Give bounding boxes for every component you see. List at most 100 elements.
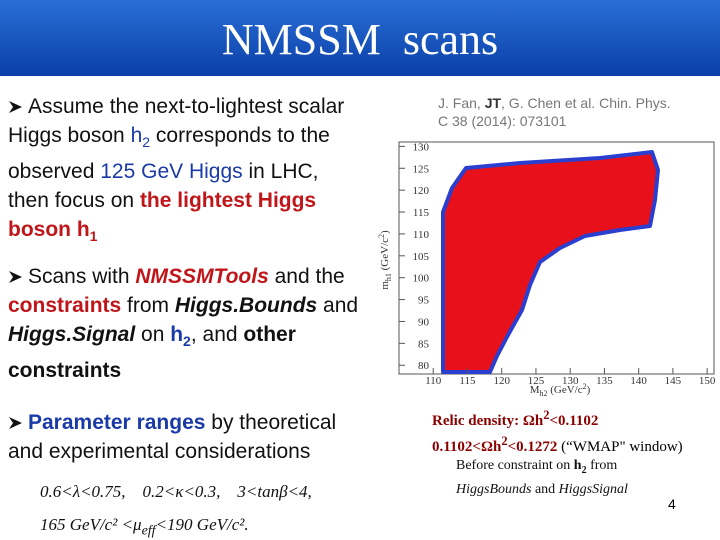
x-tick-label: 115 xyxy=(459,375,476,387)
text: , and xyxy=(190,323,244,346)
text: HiggsSignal xyxy=(558,481,628,497)
text: 0.1102<Ωh xyxy=(432,439,502,455)
text: <0.1272 xyxy=(507,439,558,455)
citation: J. Fan, JT, G. Chen et al. Chin. Phys. C … xyxy=(438,94,671,130)
text: Ωh xyxy=(522,413,544,429)
y-tick-label: 85 xyxy=(418,338,430,350)
text: boson h xyxy=(8,218,90,242)
text: Higgs boson xyxy=(8,124,131,147)
text: 0.6<λ<0.75, 0.2<κ<0.3, 3<tanβ<4, xyxy=(40,482,312,501)
x-tick-label: 120 xyxy=(493,375,510,387)
text: h1 xyxy=(384,273,393,281)
text: the lightest Higgs xyxy=(139,189,317,213)
text: on xyxy=(135,323,171,346)
text: Higgs.Signal xyxy=(8,323,136,346)
text: Before constraint on xyxy=(456,458,574,473)
text: 2 xyxy=(543,408,550,422)
text: Relic density: xyxy=(432,413,523,429)
text: Scans with xyxy=(28,265,136,288)
text: observed xyxy=(8,160,101,184)
title-bar xyxy=(0,0,720,76)
y-tick-label: 100 xyxy=(413,273,430,285)
text: corresponds to the xyxy=(150,124,330,147)
bullet-arrow xyxy=(9,271,22,283)
text: (GeV/c xyxy=(379,238,391,273)
text: HiggsBounds xyxy=(456,481,532,497)
y-axis-label: mh1 (GeV/c2) xyxy=(377,230,393,290)
text: h xyxy=(130,124,143,147)
caption: Before constraint on h2 from HiggsBounds … xyxy=(456,456,628,499)
text: then focus on xyxy=(8,189,140,213)
text: 2 xyxy=(581,464,587,476)
text: NMSSMTools xyxy=(135,265,269,288)
text: constraints xyxy=(8,294,122,317)
relic-density: Relic density: Ωh2<0.1102 0.1102<Ωh2<0.12… xyxy=(432,405,683,457)
text: h2 xyxy=(539,389,547,398)
text: C 38 (2014): 073101 xyxy=(438,113,567,129)
plot-frame xyxy=(398,141,715,375)
x-tick-label: 140 xyxy=(630,375,647,387)
bullet: Scans with NMSSMTools and the constraints… xyxy=(8,262,408,385)
text: h xyxy=(170,323,184,346)
x-tick-label: 125 xyxy=(528,375,545,387)
x-tick-label: 110 xyxy=(425,375,442,387)
text: JT xyxy=(484,95,502,111)
text: 2 xyxy=(142,134,151,151)
text: other xyxy=(243,323,296,346)
figure: 110 115 120 125 130 135 140 145 150 80 85 90 95 100 10… xyxy=(377,141,716,398)
bullet: Assume the next-to-lightest scalar Higgs … xyxy=(8,92,408,251)
text: , G. Chen et al. Chin. Phys. xyxy=(501,95,671,111)
text: 2 xyxy=(183,333,191,350)
text: h xyxy=(573,458,582,473)
y-tick-label: 130 xyxy=(413,141,430,153)
text: and xyxy=(317,294,359,317)
x-axis-label: Mh2 (GeV/c2) xyxy=(530,382,591,398)
y-tick-label: 110 xyxy=(413,229,430,241)
text: constraints xyxy=(8,359,122,383)
text: m xyxy=(379,281,391,290)
text: in LHC, xyxy=(242,160,319,184)
bullet-arrow xyxy=(9,417,22,429)
bullet: Parameter ranges by theoretical and exper… xyxy=(8,408,408,466)
y-tick-label: 120 xyxy=(413,185,430,197)
text: 2 xyxy=(377,234,386,238)
bullet-arrow xyxy=(9,101,22,113)
text: J. Fan, xyxy=(438,95,485,111)
text: 165 GeV/c² <μ xyxy=(40,515,142,534)
y-tick-label: 105 xyxy=(413,251,430,263)
title: NMSSM scans xyxy=(221,15,499,64)
y-tick-label: 115 xyxy=(413,207,430,219)
y-tick-label: 90 xyxy=(418,316,430,328)
text: (GeV/c xyxy=(547,384,582,396)
text: M xyxy=(530,384,540,396)
y-tick-label: 95 xyxy=(418,295,430,307)
text: Higgs.Bounds xyxy=(174,294,318,317)
page-number: 4 xyxy=(668,496,676,512)
allowed-region xyxy=(441,150,660,374)
text: <190 GeV/c². xyxy=(155,515,249,534)
x-tick-label: 130 xyxy=(562,375,579,387)
text: and the xyxy=(268,265,345,288)
text: from xyxy=(121,294,175,317)
text: 1 xyxy=(89,228,98,245)
text: 125 GeV Higgs xyxy=(100,160,243,184)
text: (“WMAP" window) xyxy=(557,439,683,455)
text: and experimental considerations xyxy=(8,440,311,463)
text: ) xyxy=(379,230,391,234)
text: 2 xyxy=(583,382,587,391)
x-tick-label: 145 xyxy=(665,375,682,387)
y-tick-label: 80 xyxy=(418,360,430,372)
text: Assume the next-to-lightest scalar xyxy=(28,95,345,118)
text: by theoretical xyxy=(205,411,337,434)
text: <0.1102 xyxy=(549,413,599,429)
x-tick-label: 135 xyxy=(596,375,613,387)
text: from xyxy=(586,458,618,473)
text: eff xyxy=(141,523,156,539)
formula: 0.6<λ<0.75, 0.2<κ<0.3, 3<tanβ<4, 165 GeV/… xyxy=(40,475,312,540)
text: ) xyxy=(587,384,591,396)
text: Parameter ranges xyxy=(28,411,206,434)
x-tick-label: 150 xyxy=(699,375,716,387)
y-tick-label: 125 xyxy=(413,163,430,175)
text: 2 xyxy=(501,434,508,448)
